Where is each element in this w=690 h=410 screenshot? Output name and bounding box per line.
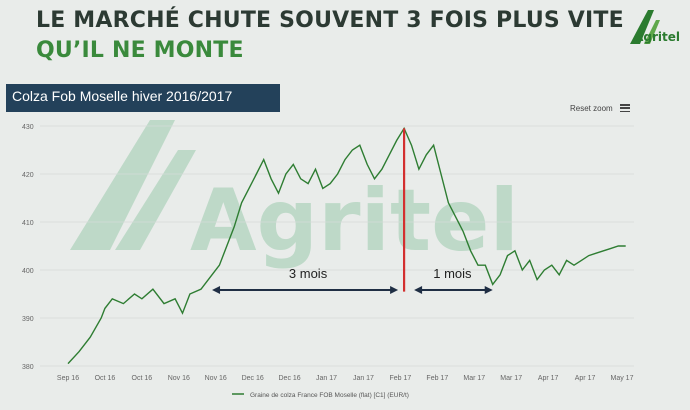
x-tick-label: Mar 17 (463, 375, 485, 382)
x-tick-label: Apr 17 (575, 375, 596, 382)
y-tick-label: 410 (22, 220, 34, 227)
hamburger-menu-icon[interactable] (620, 104, 630, 112)
x-tick-label: Jan 17 (316, 375, 337, 382)
rise-annotation: 3 mois (289, 266, 328, 281)
fall-arrow-head (484, 286, 493, 294)
fall-arrow-head (414, 286, 423, 294)
x-tick-label: Nov 16 (205, 375, 227, 382)
x-tick-label: May 17 (611, 375, 634, 382)
page-title: LE MARCHÉ CHUTE SOUVENT 3 FOIS PLUS VITE… (36, 6, 624, 66)
x-tick-label: Oct 16 (132, 375, 153, 382)
y-tick-label: 430 (22, 124, 34, 131)
watermark-text: Agritel (190, 171, 519, 271)
x-tick-label: Mar 17 (500, 375, 522, 382)
reset-zoom-button[interactable]: Reset zoom (570, 104, 613, 113)
chart-title: Colza Fob Moselle hiver 2016/2017 (12, 88, 233, 104)
logo-text: Agritel (634, 30, 680, 44)
watermark-stripe (70, 120, 175, 250)
title-line-2: QU’IL NE MONTE (36, 38, 244, 63)
chart-title-band (6, 84, 280, 112)
y-tick-label: 420 (22, 172, 34, 179)
x-tick-label: Dec 16 (242, 375, 264, 382)
legend-label: Graine de colza France FOB Moselle (flat… (250, 392, 409, 399)
rise-arrow-head (212, 286, 221, 294)
agritel-logo: Agritel (610, 6, 682, 46)
x-tick-label: Apr 17 (538, 375, 559, 382)
title-line-1: LE MARCHÉ CHUTE SOUVENT 3 FOIS PLUS VITE (36, 8, 624, 33)
rise-arrow-head (390, 286, 399, 294)
watermark-stripe (115, 150, 196, 250)
x-tick-label: Oct 16 (95, 375, 116, 382)
x-tick-label: Feb 17 (426, 375, 448, 382)
y-tick-label: 400 (22, 268, 34, 275)
x-tick-label: Dec 16 (279, 375, 301, 382)
x-tick-label: Jan 17 (353, 375, 374, 382)
agritel-logo-icon (630, 10, 660, 44)
x-tick-label: Nov 16 (168, 375, 190, 382)
x-tick-label: Sep 16 (57, 375, 79, 382)
series-line (67, 126, 626, 365)
fall-annotation: 1 mois (433, 266, 472, 281)
y-tick-label: 380 (22, 364, 34, 371)
x-tick-label: Feb 17 (390, 375, 412, 382)
y-tick-label: 390 (22, 316, 34, 323)
